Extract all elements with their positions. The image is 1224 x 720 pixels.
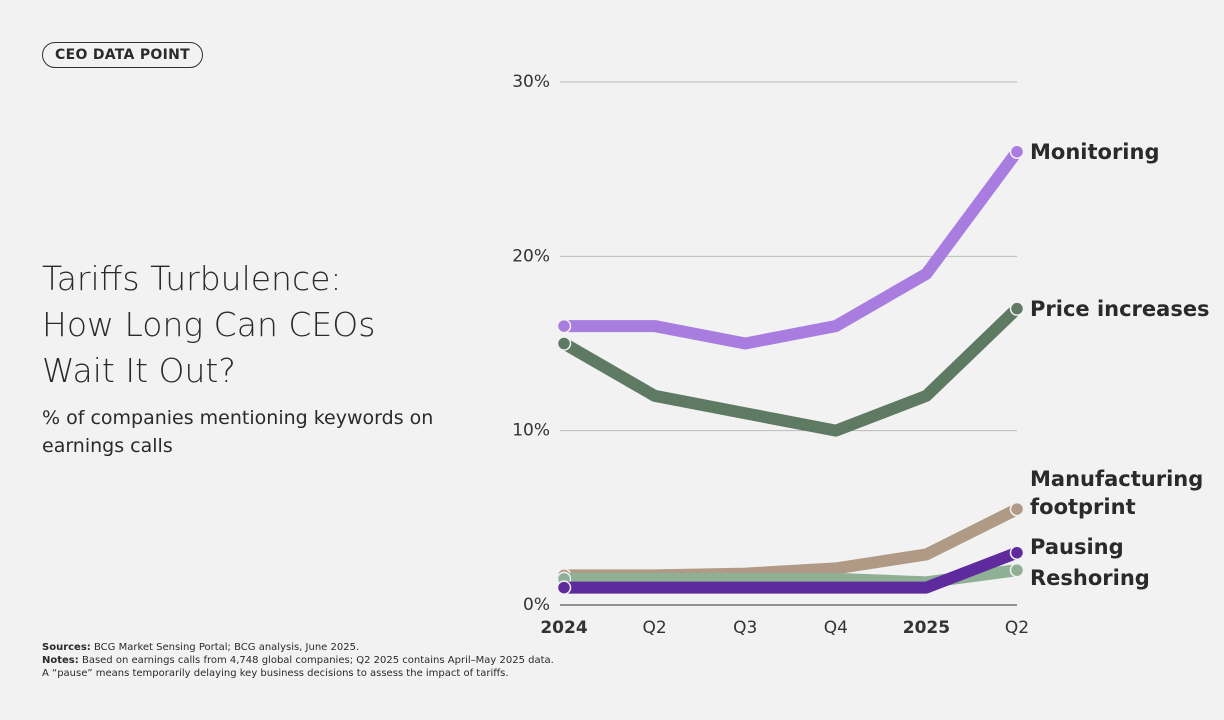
sources-text: BCG Market Sensing Portal; BCG analysis,…: [93, 642, 360, 653]
notes-text: Based on earnings calls from 4,748 globa…: [81, 655, 554, 666]
y-tick-label: 20%: [512, 246, 550, 266]
sources: Sources: BCG Market Sensing Portal; BCG …: [42, 641, 359, 654]
series-line: [564, 148, 1022, 350]
series-label: Manufacturing footprint: [1030, 467, 1204, 520]
end-dot: [556, 336, 572, 351]
end-dot: [1009, 301, 1025, 316]
y-tick-label: 10%: [512, 421, 550, 441]
x-tick-label: 2025: [903, 618, 950, 638]
series-line: [561, 304, 1022, 437]
notes: Notes: Based on earnings calls from 4,74…: [42, 654, 554, 680]
x-tick-label: Q4: [824, 618, 848, 638]
notes-label: Notes:: [42, 655, 79, 666]
chart-subtitle: % of companies mentioning keywords on ea…: [42, 407, 434, 457]
end-dot: [1009, 501, 1025, 517]
series-label: Price increases: [1030, 296, 1210, 321]
y-tick-label: 0%: [523, 595, 550, 615]
y-tick-label: 30%: [512, 72, 550, 92]
series-line: [564, 547, 1020, 594]
badge: CEO DATA POINT: [42, 42, 203, 68]
end-dot: [1009, 144, 1025, 159]
x-tick-label: Q2: [642, 618, 666, 638]
series-label: Monitoring: [1030, 139, 1160, 164]
end-dot: [556, 318, 572, 334]
x-tick-label: Q2: [1005, 618, 1029, 638]
series-label: Reshoring: [1030, 566, 1150, 591]
notes-text: A “pause” means temporarily delaying key…: [42, 668, 509, 679]
x-tick-label: 2024: [540, 618, 587, 638]
end-dot: [556, 580, 572, 595]
end-dot: [1009, 545, 1025, 560]
series-label: Pausing: [1030, 534, 1124, 559]
x-tick-label: Q3: [733, 618, 757, 638]
sources-label: Sources:: [42, 642, 91, 653]
end-dot: [1009, 562, 1025, 578]
series-line: [564, 503, 1020, 582]
chart-title: Tariffs Turbulence: How Long Can CEOs Wa…: [42, 259, 376, 390]
